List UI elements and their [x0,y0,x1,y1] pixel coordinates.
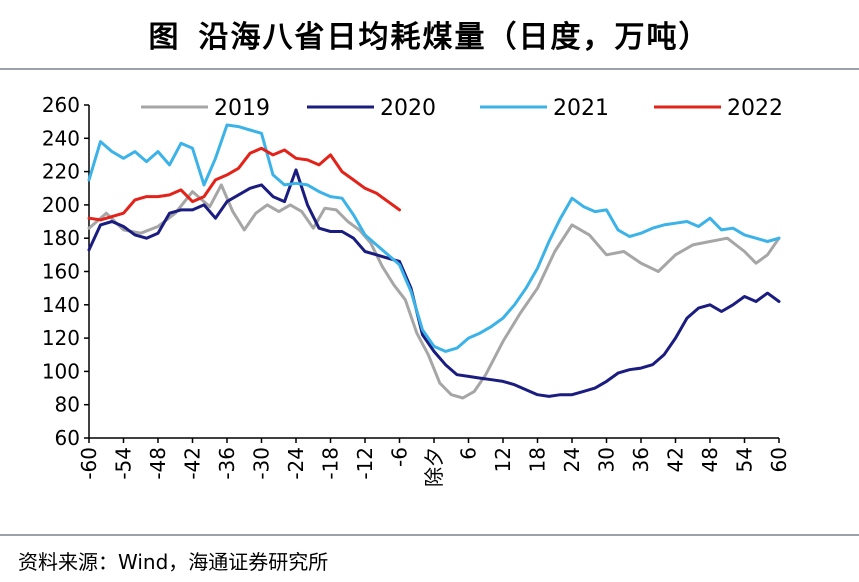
x-tick-label: -6 [388,447,412,467]
source-note: 资料来源：Wind，海通证券研究所 [18,550,329,574]
x-tick-label: -18 [319,447,343,480]
title-bar: 图沿海八省日均耗煤量（日度，万吨） [0,0,859,70]
legend-label-2021: 2021 [553,96,609,121]
x-tick-label: -54 [112,447,136,480]
legend: 2019 2020 2021 2022 [141,96,783,121]
x-tick-label: 54 [733,447,757,472]
y-tick-label: 100 [42,359,80,383]
y-tick-label: 140 [42,293,80,317]
legend-label-2020: 2020 [380,96,436,121]
y-tick-label: 120 [42,326,80,350]
series-line-2019 [87,183,781,400]
x-tick-label: -30 [250,447,274,480]
series-line-2021 [87,123,781,353]
x-tick-label: 60 [767,447,791,472]
y-tick-label: 200 [42,193,80,217]
y-tick-label: 220 [42,160,80,184]
x-tick-label: 18 [526,447,550,472]
x-tick-label: -60 [77,447,101,480]
series-line-2020 [87,168,781,398]
chart: 60 80 100 120 140 160 180 200 220 240 260 -60 -54 -48… [42,93,791,487]
x-tick-label: -48 [146,447,170,480]
x-tick-label: 42 [664,447,688,472]
figure-label: 图 [148,20,181,55]
x-tick-label: -24 [284,447,308,480]
series-layer [87,123,781,400]
y-tick-label: 60 [55,426,80,450]
chart-title: 图沿海八省日均耗煤量（日度，万吨） [0,12,859,56]
x-tick-label: 30 [595,447,619,472]
y-tick-label: 260 [42,93,80,117]
x-tick-label: -36 [215,447,239,480]
x-tick-label: -12 [353,447,377,480]
x-tick-label: 除夕 [422,447,446,487]
legend-label-2022: 2022 [727,96,783,121]
x-tick-label: 36 [629,447,653,472]
source-bar: 资料来源：Wind，海通证券研究所 [0,534,859,582]
legend-label-2019: 2019 [214,96,270,121]
x-tick-label: 24 [560,447,584,472]
y-tick-label: 80 [55,393,80,417]
y-tick-label: 180 [42,226,80,250]
y-tick-label: 240 [42,126,80,150]
axes: 60 80 100 120 140 160 180 200 220 240 260 -60 -54 -48… [42,93,791,487]
y-tick-label: 160 [42,260,80,284]
x-tick-label: 12 [491,447,515,472]
chart-title-text: 沿海八省日均耗煤量（日度，万吨） [198,20,711,55]
x-tick-label: 6 [457,447,481,460]
x-tick-label: 48 [698,447,722,472]
series-line-2022 [87,146,401,222]
x-tick-label: -42 [181,447,205,480]
